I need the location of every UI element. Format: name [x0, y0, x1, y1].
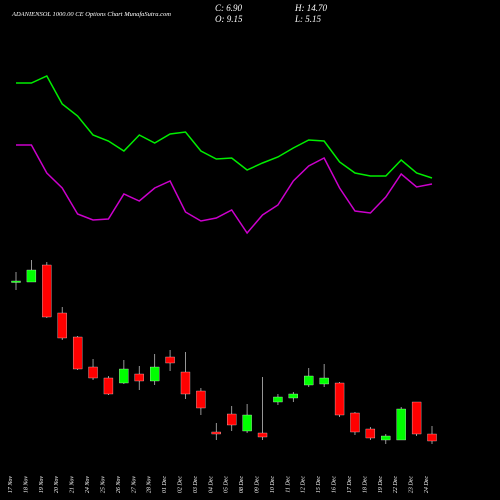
x-tick-label: 09 Dec: [255, 476, 261, 493]
x-tick-label: 01 Dec: [162, 476, 168, 493]
candle-body: [273, 396, 283, 403]
x-tick-label: 02 Dec: [177, 476, 183, 493]
x-tick-label: 16 Dec: [332, 476, 338, 493]
candle-body: [165, 356, 175, 364]
candle-body: [103, 377, 114, 395]
x-tick-label: 03 Dec: [193, 476, 199, 493]
x-tick-label: 22 Dec: [393, 476, 399, 493]
candle-body: [365, 428, 376, 439]
candle-body: [180, 371, 191, 395]
x-tick-label: 12 Dec: [301, 476, 307, 493]
candle-body: [26, 269, 37, 283]
stat: O: 9.15: [215, 14, 243, 24]
candle-body: [150, 366, 160, 382]
candle-body: [11, 280, 21, 283]
x-tick-label: 25 Nov: [100, 476, 106, 494]
candle-body: [350, 412, 360, 433]
candle-body: [257, 432, 268, 438]
candle-body: [334, 382, 345, 416]
stat: H: 14.70: [294, 3, 327, 13]
candle-body: [381, 435, 391, 441]
x-tick-label: 24 Nov: [84, 476, 91, 494]
candle-body: [242, 414, 252, 432]
candle-body: [211, 431, 221, 435]
candle-body: [396, 408, 406, 441]
candle-body: [57, 312, 67, 339]
x-tick-label: 19 Dec: [378, 476, 384, 493]
x-tick-label: 04 Dec: [207, 476, 214, 493]
candle-body: [319, 377, 329, 385]
stat: L: 5.15: [294, 14, 322, 24]
x-tick-label: 05 Dec: [224, 476, 230, 493]
candle-body: [304, 375, 314, 386]
x-tick-label: 26 Nov: [116, 476, 122, 494]
indicator-line: [16, 144, 433, 235]
candle-body: [42, 264, 52, 318]
candle-body: [134, 373, 144, 382]
candle-body: [119, 368, 129, 384]
x-tick-label: 08 Dec: [239, 476, 245, 493]
x-tick-label: 23 Dec: [409, 476, 415, 493]
candle-body: [427, 433, 437, 442]
candle-body: [196, 390, 206, 409]
candle-body: [88, 366, 98, 379]
x-tick-label: 17 Dec: [347, 476, 353, 493]
candle-body: [411, 401, 422, 435]
x-tick-label: 24 Dec: [423, 476, 430, 493]
stat: C: 6.90: [215, 3, 243, 13]
x-tick-label: 17 Nov: [8, 476, 14, 494]
x-tick-label: 15 Dec: [316, 476, 322, 493]
x-tick-label: 11 Dec: [285, 476, 291, 493]
candle-body: [72, 336, 83, 370]
x-tick-label: 21 Nov: [70, 476, 76, 494]
x-tick-label: 19 Nov: [39, 476, 45, 494]
x-tick-label: 18 Nov: [23, 476, 29, 494]
x-tick-label: 10 Dec: [270, 476, 276, 493]
candle-body: [288, 393, 298, 399]
x-tick-label: 28 Nov: [147, 476, 153, 494]
candle-body: [227, 413, 237, 426]
x-tick-label: 20 Nov: [54, 476, 60, 494]
indicator-line: [16, 75, 433, 179]
x-tick-label: 27 Nov: [131, 476, 137, 494]
x-tick-label: 18 Dec: [362, 476, 368, 493]
chart-title: ADANIENSOL 1000.00 CE Options Chart Muna…: [11, 11, 171, 18]
